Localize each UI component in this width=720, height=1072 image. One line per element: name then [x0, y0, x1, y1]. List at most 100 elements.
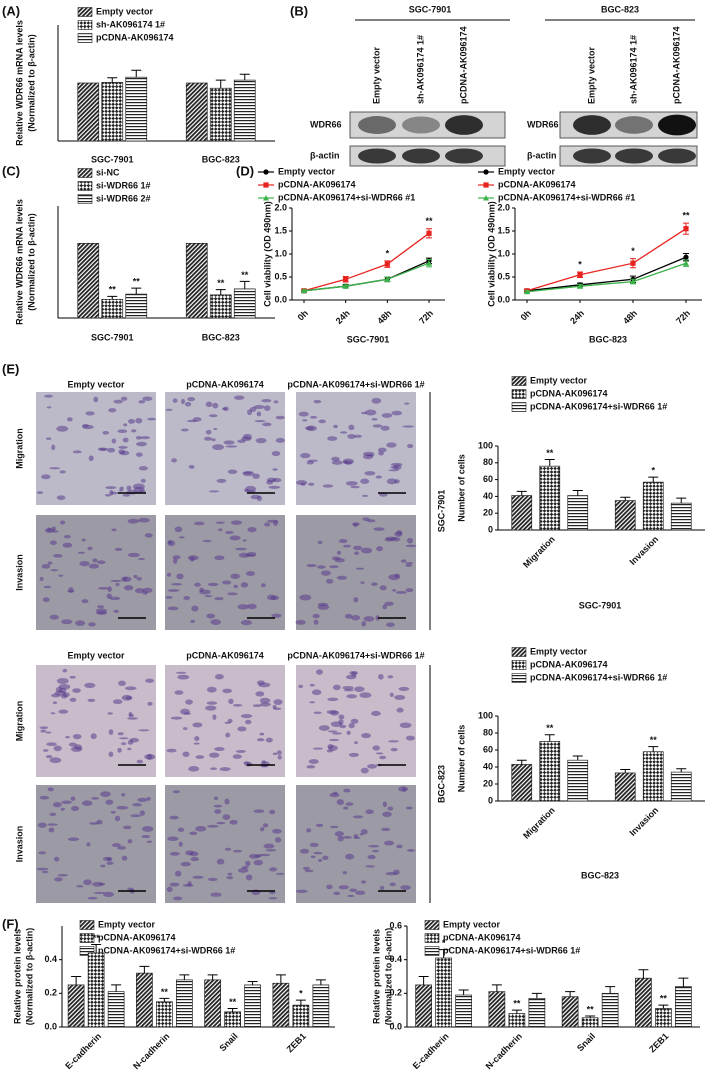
bar: [567, 759, 589, 802]
stained-cell: [400, 559, 407, 563]
stained-cell: [214, 555, 225, 561]
micrograph-column: pCDNA-AK096174+si-WDR66 1#: [287, 379, 424, 389]
stained-cell: [232, 849, 243, 853]
stained-cell: [185, 401, 192, 407]
stained-cell: [354, 686, 365, 692]
bar: [614, 772, 636, 802]
point: [683, 254, 689, 260]
bar: [528, 998, 546, 1028]
x-tick-label: Migration: [521, 534, 557, 570]
stained-cell: [194, 736, 200, 742]
x-tick-label: N-cadherin: [131, 1031, 171, 1071]
stained-cell: [189, 831, 198, 836]
stained-cell: [245, 860, 251, 867]
stained-cell: [317, 565, 326, 569]
stained-cell: [348, 424, 355, 431]
stained-cell: [267, 594, 277, 600]
x-tick-label: Snail: [217, 1031, 239, 1053]
legend-label: pCDNA-AK096174+si-WDR66 1#: [530, 672, 667, 682]
stained-cell: [88, 622, 96, 627]
stained-cell: [327, 436, 338, 441]
stained-cell: [385, 872, 397, 876]
error-bar: [239, 73, 250, 81]
stained-cell: [365, 809, 374, 815]
stained-cell: [269, 867, 278, 872]
stained-cell: [211, 438, 216, 442]
stained-cell: [405, 544, 417, 548]
y-tick-label: 0.0: [389, 1021, 402, 1031]
stained-cell: [342, 685, 354, 690]
micrograph-row: Migration: [14, 701, 24, 742]
stained-cell: [132, 803, 142, 807]
stained-cell: [347, 434, 356, 440]
stained-cell: [306, 765, 316, 769]
stained-cell: [298, 411, 309, 417]
y-tick-label: 0.2: [389, 988, 402, 998]
stained-cell: [122, 825, 132, 830]
stained-cell: [340, 431, 348, 434]
stained-cell: [141, 834, 151, 839]
point: [630, 260, 636, 266]
error-bar: [544, 458, 555, 467]
stained-cell: [333, 891, 341, 896]
stained-cell: [50, 712, 56, 715]
lane-label: sh-AK096174 1#: [415, 35, 425, 104]
micrograph-row: Migration: [14, 428, 24, 469]
legend-label: pCDNA-AK096174: [530, 659, 608, 669]
stained-cell: [265, 737, 273, 743]
stained-cell: [107, 447, 116, 453]
stained-cell: [145, 678, 155, 683]
stained-cell: [126, 489, 138, 495]
stained-cell: [245, 489, 256, 493]
y-tick-label: 60: [483, 474, 493, 484]
y-tick-label: 1.0: [497, 248, 510, 258]
legend-swatch: [424, 920, 440, 930]
stained-cell: [84, 682, 96, 689]
stained-cell: [242, 539, 247, 542]
stained-cell: [388, 740, 399, 743]
stained-cell: [309, 842, 319, 848]
stained-cell: [229, 535, 241, 541]
stained-cell: [48, 827, 55, 833]
stained-cell: [405, 806, 414, 810]
x-tick-label: 48h: [621, 308, 639, 326]
stained-cell: [59, 520, 66, 525]
significance: **: [546, 723, 554, 733]
stained-cell: [52, 802, 62, 808]
y-tick-label: 0: [488, 795, 493, 805]
stained-cell: [58, 683, 71, 690]
stained-cell: [399, 722, 412, 729]
error-bar: [638, 969, 649, 979]
stained-cell: [394, 573, 400, 579]
blot-band: [615, 116, 653, 134]
stained-cell: [342, 871, 347, 875]
stained-cell: [46, 406, 52, 409]
stained-cell: [144, 533, 153, 538]
stained-cell: [61, 619, 73, 625]
error-bar: [159, 997, 170, 1002]
stained-cell: [329, 792, 340, 798]
stained-cell: [378, 673, 384, 680]
stained-cell: [137, 797, 148, 803]
stained-cell: [232, 754, 242, 759]
stained-cell: [353, 597, 359, 603]
stained-cell: [171, 583, 183, 586]
stained-cell: [117, 429, 128, 434]
stained-cell: [81, 599, 89, 604]
stained-cell: [235, 547, 247, 551]
stained-cell: [118, 737, 129, 740]
stained-cell: [247, 603, 257, 610]
stained-cell: [83, 879, 92, 886]
stained-cell: [130, 814, 141, 818]
bar: [511, 764, 533, 802]
stained-cell: [276, 750, 282, 755]
blot-band: [402, 116, 440, 134]
micrograph-column: pCDNA-AK096174: [186, 650, 264, 660]
stained-cell: [95, 608, 108, 614]
legend-swatch: [79, 920, 95, 930]
error-bar: [678, 977, 689, 987]
bar: [107, 991, 125, 1028]
stained-cell: [207, 686, 217, 693]
error-bar: [275, 974, 286, 984]
stained-cell: [225, 732, 231, 738]
